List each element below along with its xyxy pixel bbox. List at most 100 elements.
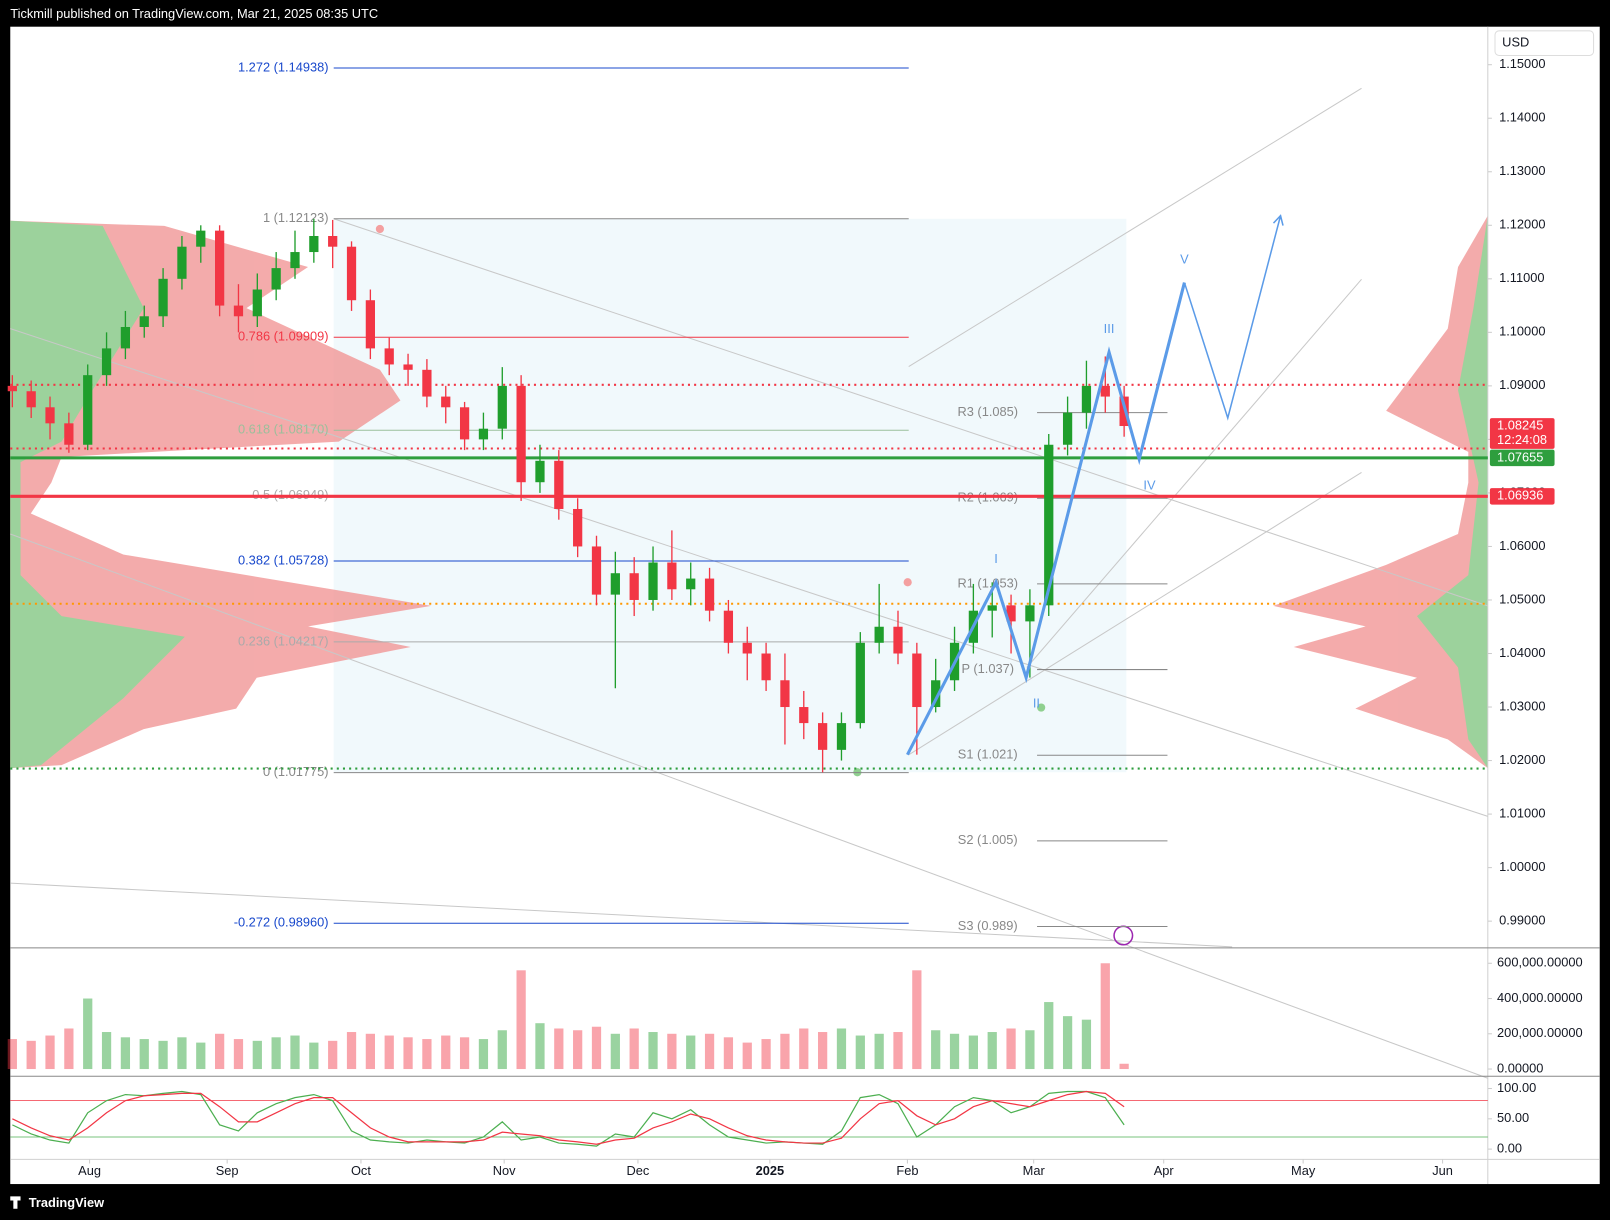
fib-label: -0.272 (0.98960) bbox=[234, 915, 329, 930]
wave-label: III bbox=[1104, 321, 1115, 336]
volume-bar bbox=[83, 998, 93, 1070]
stoch-line bbox=[12, 1090, 1125, 1147]
candle-body bbox=[328, 235, 338, 247]
y-tick-label: 1.15000 bbox=[1499, 56, 1545, 71]
x-tick-label: Aug bbox=[78, 1163, 101, 1178]
wave-label: II bbox=[1033, 696, 1040, 711]
volume-bar bbox=[139, 1039, 149, 1070]
y-tick-label: 1.14000 bbox=[1499, 110, 1545, 125]
price-label-box bbox=[1489, 488, 1555, 505]
candle-body bbox=[591, 546, 602, 595]
x-tick-label: Mar bbox=[1023, 1163, 1046, 1178]
candle-body bbox=[233, 305, 244, 317]
volume-bar bbox=[1119, 1063, 1129, 1070]
fib-label: 0.786 (1.09909) bbox=[238, 329, 329, 344]
price-countdown: 12:24:08 bbox=[1497, 432, 1547, 447]
stoch-tick-label: 0.00 bbox=[1497, 1141, 1522, 1156]
candle-body bbox=[45, 407, 55, 424]
volume-bar bbox=[573, 1030, 583, 1070]
trend-lines bbox=[10, 87, 1488, 1079]
candle-body bbox=[1044, 444, 1054, 606]
x-tick-label: Apr bbox=[1154, 1163, 1175, 1178]
volume-bar bbox=[1044, 1002, 1054, 1070]
fib-label: 1.272 (1.14938) bbox=[238, 59, 329, 74]
x-tick-label: Oct bbox=[351, 1163, 371, 1178]
volume-bar bbox=[1062, 1016, 1073, 1070]
pivot-label: R1 (1.053) bbox=[957, 575, 1018, 590]
marker bbox=[375, 224, 385, 234]
volume-bar bbox=[196, 1042, 206, 1070]
candle-body bbox=[403, 364, 413, 370]
fib-label: 0 (1.01775) bbox=[263, 764, 329, 779]
candle-body bbox=[101, 348, 112, 376]
candle-body bbox=[1006, 605, 1016, 622]
pivot-label: S2 (1.005) bbox=[958, 832, 1018, 847]
volume-tick-label: 200,000.00000 bbox=[1497, 1025, 1583, 1040]
candle-body bbox=[931, 680, 941, 708]
y-tick-label: 1.13000 bbox=[1499, 163, 1545, 178]
price-label: 1.07655 bbox=[1497, 449, 1543, 464]
volume-bar bbox=[1006, 1028, 1016, 1070]
volume-bar bbox=[1025, 1030, 1035, 1070]
volume-bar bbox=[45, 1035, 55, 1070]
y-tick-label: 1.00000 bbox=[1499, 859, 1545, 874]
x-tick-label: Jun bbox=[1432, 1163, 1453, 1178]
candle-body bbox=[215, 230, 225, 306]
volume-bar bbox=[309, 1042, 319, 1070]
stoch-tick-label: 50.00 bbox=[1497, 1110, 1529, 1125]
projection-arrow bbox=[1272, 214, 1284, 226]
volume-bar bbox=[855, 1035, 865, 1070]
candle-body bbox=[64, 423, 74, 445]
volume-tick-label: 600,000.00000 bbox=[1497, 955, 1583, 970]
volume-bar bbox=[554, 1028, 564, 1070]
volume-bar bbox=[26, 1040, 36, 1070]
x-tick-label: Dec bbox=[627, 1163, 650, 1178]
wave-path bbox=[906, 282, 1186, 756]
volume-bar bbox=[478, 1039, 489, 1070]
candle-body bbox=[139, 316, 149, 327]
volume-bar bbox=[799, 1028, 809, 1070]
volume-bar bbox=[761, 1039, 771, 1070]
candle-body bbox=[761, 653, 771, 681]
volume-bar bbox=[949, 1033, 960, 1070]
volume-bar bbox=[328, 1040, 338, 1070]
candle-body bbox=[836, 723, 847, 750]
pivot-label: S3 (0.989) bbox=[958, 918, 1018, 933]
y-tick-label: 1.01000 bbox=[1499, 805, 1545, 820]
candle-body bbox=[855, 642, 865, 724]
volume-bar bbox=[987, 1032, 997, 1070]
fib-label: 0.382 (1.05728) bbox=[238, 552, 329, 567]
volume-bar bbox=[874, 1033, 884, 1070]
candle-body bbox=[1062, 412, 1073, 445]
logo-icon bbox=[10, 1196, 21, 1209]
fib-label: 0.618 (1.08170) bbox=[238, 422, 329, 437]
candle-body bbox=[799, 707, 809, 724]
x-tick-label: May bbox=[1291, 1163, 1316, 1178]
volume-bar bbox=[648, 1032, 658, 1070]
y-tick-label: 1.06000 bbox=[1499, 538, 1545, 553]
volume-bar bbox=[422, 1039, 432, 1070]
volume-bar bbox=[290, 1035, 300, 1070]
volume-bar bbox=[818, 1032, 828, 1070]
currency: USD bbox=[1502, 35, 1529, 50]
candle-body bbox=[723, 610, 734, 643]
header: Tickmill published on TradingView.com, M… bbox=[10, 6, 378, 21]
candle-body bbox=[7, 385, 17, 392]
candle-body bbox=[26, 391, 36, 408]
candle-body bbox=[667, 562, 677, 590]
volume-bar bbox=[686, 1035, 696, 1070]
volume-bar bbox=[610, 1033, 620, 1070]
y-tick-label: 1.09000 bbox=[1499, 377, 1545, 392]
currency-box[interactable] bbox=[1494, 30, 1595, 56]
x-tick-label: 2025 bbox=[756, 1163, 785, 1178]
candle-body bbox=[177, 246, 187, 279]
marker bbox=[1037, 703, 1046, 712]
volume-bar bbox=[158, 1040, 168, 1070]
candle-body bbox=[554, 460, 564, 509]
volume-bar bbox=[1081, 1019, 1092, 1070]
candle-body bbox=[158, 278, 168, 317]
fib-label: 0.236 (1.04217) bbox=[238, 633, 329, 648]
volume-bar bbox=[836, 1028, 847, 1070]
candle-body bbox=[441, 396, 451, 408]
